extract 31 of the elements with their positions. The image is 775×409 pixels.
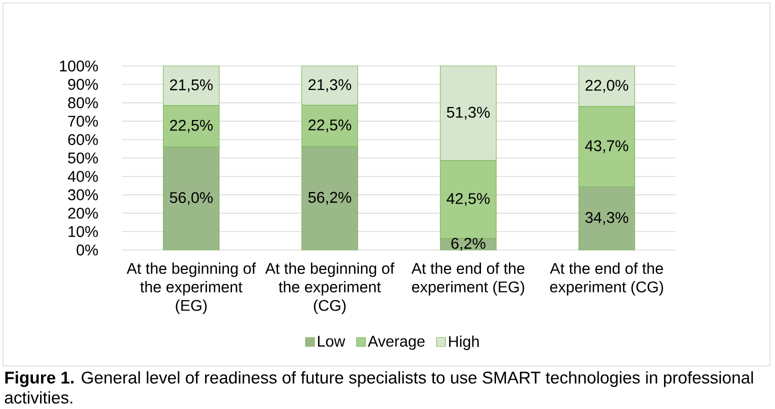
data-label: 21,3%: [308, 79, 352, 92]
data-label: 22,5%: [170, 120, 213, 133]
data-label: 21,5%: [170, 79, 213, 92]
legend-label: Average: [368, 336, 425, 350]
y-tick-label: 0%: [76, 244, 98, 256]
data-label: 22,5%: [308, 119, 352, 132]
legend-label: Low: [318, 336, 346, 347]
y-tick-label: 30%: [68, 189, 98, 200]
text: Figure 1. General level of readiness of future specialists to use SMART technologies in professional activities.: [4, 371, 753, 404]
data-label: 56,0%: [170, 192, 213, 205]
data-label: 56,2%: [308, 192, 352, 205]
data-label: 42,5%: [446, 193, 490, 206]
legend-label: High: [449, 336, 479, 350]
data-label: 6,2%: [451, 238, 486, 251]
y-tick-label: 100%: [60, 60, 98, 72]
y-tick-label: 70%: [68, 116, 98, 127]
y-tick-label: 20%: [68, 208, 98, 219]
y-tick-label: 10%: [68, 226, 98, 238]
data-label: 22,0%: [586, 80, 628, 93]
y-tick-label: 90%: [68, 78, 98, 90]
y-tick-label: 60%: [68, 134, 98, 146]
x-tick-label: At the end of the experiment (CG): [550, 262, 664, 296]
data-label: 51,3%: [446, 106, 490, 120]
y-tick-label: 40%: [68, 170, 98, 182]
y-tick-label: 80%: [68, 97, 98, 108]
data-label: 43,7%: [585, 140, 628, 154]
data-label: 34,3%: [585, 212, 628, 225]
x-tick-label: At the beginning of the experiment (CG): [265, 262, 394, 314]
y-tick-label: 50%: [68, 152, 98, 164]
x-tick-label: At the end of the experiment (EG): [411, 262, 524, 296]
x-tick-label: At the beginning of the experiment (EG): [126, 262, 256, 314]
